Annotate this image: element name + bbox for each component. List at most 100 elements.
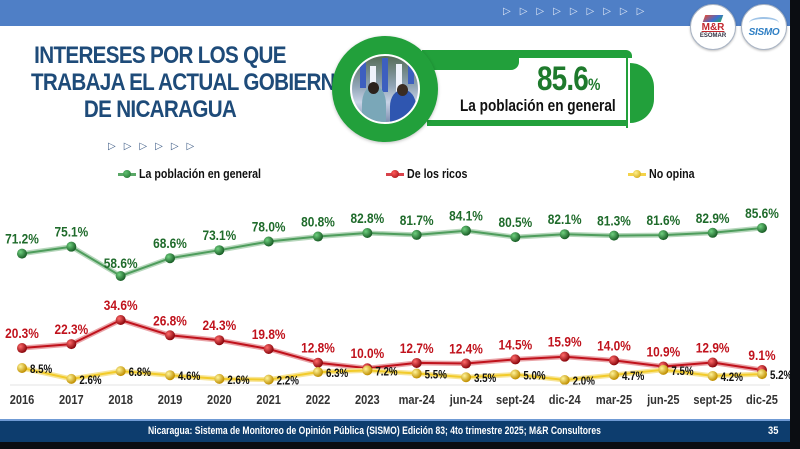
data-label-general: 82.1% <box>548 211 582 227</box>
data-point-no-opina <box>115 366 126 377</box>
legend-item-general: La población en general <box>118 166 288 181</box>
play-arrow-icon: ▷ <box>503 6 511 17</box>
play-arrow-icon: ▷ <box>636 6 645 17</box>
page-title-line: TRABAJA EL ACTUAL GOBIERNO <box>31 69 351 96</box>
data-label-ricos: 15.9% <box>548 334 582 350</box>
data-point-general <box>510 232 521 243</box>
play-arrow-icon: ▷ <box>619 6 628 17</box>
data-label-general: 75.1% <box>54 224 88 240</box>
play-arrow-icon: ▷ <box>108 141 116 152</box>
data-label-ricos: 12.4% <box>449 341 483 357</box>
data-label-no-opina: 4.7% <box>622 370 645 383</box>
data-point-general <box>165 253 175 264</box>
data-label-ricos: 24.3% <box>202 317 236 333</box>
data-point-no-opina <box>757 369 767 380</box>
series-line-no-opina <box>21 367 763 381</box>
data-point-ricos <box>165 330 175 341</box>
mr-logo-sub: ESOMAR <box>699 32 727 39</box>
x-tick-label: 2018 <box>108 392 133 407</box>
x-tick-label: 2019 <box>158 392 183 407</box>
data-point-no-opina <box>362 365 373 376</box>
x-tick-label: 2023 <box>355 392 380 407</box>
data-label-ricos: 26.8% <box>153 312 187 328</box>
x-tick-label: 2022 <box>306 392 331 407</box>
data-label-ricos: 19.8% <box>252 326 286 342</box>
data-point-no-opina <box>510 369 521 380</box>
series-layer: 71.2% 75.1% 58.6% 68.6% 73.1% 78.0% 80.8% 82.8%… <box>5 205 790 388</box>
data-point-no-opina <box>313 367 323 378</box>
legend-marker-green-icon <box>118 169 136 179</box>
series-line-ricos <box>21 319 763 371</box>
data-label-no-opina: 7.2% <box>375 366 398 379</box>
data-label-ricos: 34.6% <box>104 297 138 313</box>
data-label-ricos: 9.1% <box>748 347 776 363</box>
slide: ▷ ▷ ▷ ▷ ▷ ▷ ▷ ▷ ▷ M&R ESOMAR SISMO INTER… <box>0 0 790 442</box>
data-label-no-opina: 7.5% <box>671 365 694 378</box>
data-label-no-opina: 5.0% <box>523 370 546 383</box>
data-point-general <box>313 231 323 242</box>
play-arrow-icon: ▷ <box>569 6 578 17</box>
data-label-no-opina: 5.2% <box>770 369 790 382</box>
legend-label: De los ricos <box>407 166 468 181</box>
highlight-cap <box>630 63 654 123</box>
legend-marker-red-icon <box>386 169 404 179</box>
x-axis-ticks: 2016 2017 2018 2019 2020 2021 2022 2023 mar-24 ju… <box>10 392 778 407</box>
legend-label: La población en general <box>139 166 262 181</box>
flag-shape <box>370 66 376 94</box>
highlight-tab <box>422 50 519 70</box>
page-number: 35 <box>768 425 779 437</box>
data-label-general: 85.6% <box>745 205 779 221</box>
data-point-general <box>707 227 718 238</box>
data-point-ricos <box>66 339 77 350</box>
sismo-logo-name: SISMO <box>748 26 780 38</box>
mr-logo-name: M&R <box>701 21 725 33</box>
data-point-general <box>461 225 471 236</box>
data-label-general: 81.7% <box>400 212 434 228</box>
page-title-line: DE NICARAGUA <box>83 96 237 123</box>
highlight-number: 85.6 <box>537 60 589 98</box>
highlight-card: 85.6% La población en general <box>332 36 662 146</box>
data-label-no-opina: 6.3% <box>326 367 349 380</box>
x-tick-label: sept-25 <box>693 392 732 407</box>
data-label-general: 80.8% <box>301 214 335 230</box>
x-tick-label: mar-24 <box>399 392 435 407</box>
data-label-no-opina: 6.8% <box>129 366 152 379</box>
play-arrow-icon: ▷ <box>536 6 545 17</box>
data-point-general <box>17 248 27 259</box>
play-arrow-icon: ▷ <box>553 6 561 17</box>
sismo-logo: SISMO <box>741 4 787 50</box>
x-tick-label: mar-25 <box>596 392 632 407</box>
data-label-ricos: 20.3% <box>5 325 39 341</box>
data-label-ricos: 14.0% <box>597 337 631 353</box>
data-label-general: 81.3% <box>597 213 631 229</box>
x-tick-label: jun-24 <box>449 392 483 407</box>
data-point-general <box>362 227 373 238</box>
top-arrow-row: ▷ ▷ ▷ ▷ ▷ ▷ ▷ ▷ ▷ <box>503 5 644 19</box>
chart-legend: La población en general De los ricos No … <box>0 166 790 184</box>
data-point-general <box>559 229 570 240</box>
flag-shape <box>382 58 388 92</box>
legend-item-ricos: De los ricos <box>386 166 481 181</box>
mr-logo-graphic-icon <box>702 14 724 22</box>
page-title: INTERESES POR LOS QUE TRABAJA EL ACTUAL … <box>31 42 351 123</box>
line-chart: 71.2% 75.1% 58.6% 68.6% 73.1% 78.0% 80.8% 82.8%… <box>5 205 790 407</box>
highlight-value: 85.6% <box>537 61 600 103</box>
data-point-no-opina <box>17 363 27 373</box>
top-band: ▷ ▷ ▷ ▷ ▷ ▷ ▷ ▷ ▷ <box>0 0 790 26</box>
x-tick-label: 2017 <box>59 392 84 407</box>
data-point-ricos <box>214 335 225 346</box>
data-point-ricos <box>707 357 718 368</box>
x-tick-label: sept-24 <box>496 392 535 407</box>
data-label-ricos: 10.9% <box>646 344 680 360</box>
x-tick-label: 2016 <box>10 392 35 407</box>
play-arrow-icon: ▷ <box>603 6 611 17</box>
data-point-ricos <box>313 357 323 368</box>
data-point-ricos <box>411 357 422 368</box>
data-point-no-opina <box>609 370 619 381</box>
data-label-general: 73.1% <box>202 227 236 243</box>
data-label-ricos: 12.9% <box>696 340 730 356</box>
data-point-ricos <box>263 344 274 355</box>
person-head-shape <box>397 84 408 96</box>
footer-source: Nicaragua: Sistema de Monitoreo de Opini… <box>148 425 601 437</box>
data-point-general <box>609 230 619 241</box>
